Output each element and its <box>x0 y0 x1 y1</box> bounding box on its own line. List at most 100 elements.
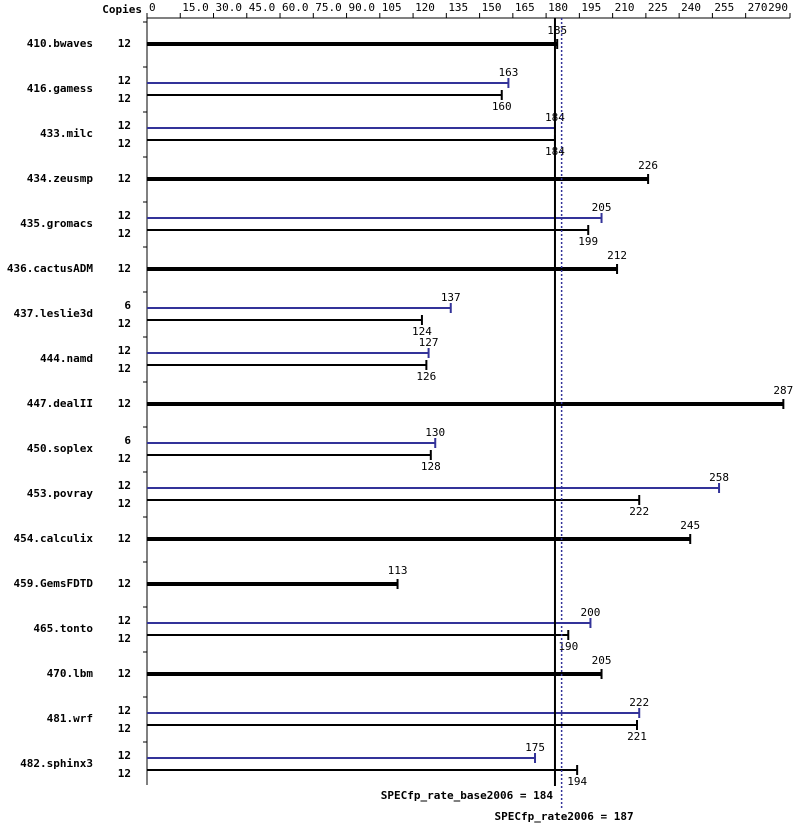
benchmark-name: 482.sphinx3 <box>20 757 93 770</box>
value-label: 226 <box>638 159 658 172</box>
peak-bar <box>147 442 436 444</box>
value-label: 287 <box>773 384 793 397</box>
x-tick-label: 105 <box>382 1 402 14</box>
base-bar <box>147 364 427 366</box>
peak-value-label: 137 <box>441 291 461 304</box>
base-copies-label: 12 <box>118 317 131 330</box>
base-copies-label: 12 <box>118 632 131 645</box>
value-label: 212 <box>607 249 627 262</box>
x-tick-label: 180 <box>548 1 568 14</box>
peak-copies-label: 12 <box>118 749 131 762</box>
x-tick-label: 165 <box>515 1 535 14</box>
base-bar <box>147 582 398 586</box>
peak-copies-label: 12 <box>118 614 131 627</box>
peak-bar <box>147 127 555 129</box>
benchmark-name: 436.cactusADM <box>7 262 93 275</box>
benchmark-name: 444.namd <box>40 352 93 365</box>
peak-copies-label: 12 <box>118 479 131 492</box>
benchmark-name: 450.soplex <box>27 442 94 455</box>
copies-label: 12 <box>118 397 131 410</box>
base-value-label: 128 <box>421 460 441 473</box>
benchmark-name: 437.leslie3d <box>14 307 93 320</box>
base-copies-label: 12 <box>118 452 131 465</box>
x-tick-label: 255 <box>714 1 734 14</box>
peak-bar <box>147 487 720 489</box>
peak-bar <box>147 757 536 759</box>
x-tick-label: 210 <box>615 1 635 14</box>
peak-value-label: 205 <box>592 201 612 214</box>
base-copies-label: 12 <box>118 227 131 240</box>
peak-copies-label: 12 <box>118 344 131 357</box>
x-tick-label: 135 <box>448 1 468 14</box>
benchmark-name: 416.gamess <box>27 82 93 95</box>
base-copies-label: 12 <box>118 497 131 510</box>
x-tick-label: 290 <box>768 1 788 14</box>
copies-label: 12 <box>118 172 131 185</box>
x-tick-label: 240 <box>681 1 701 14</box>
base-bar <box>147 42 558 46</box>
benchmark-name: 459.GemsFDTD <box>14 577 94 590</box>
x-tick-label: 150 <box>482 1 502 14</box>
peak-bar <box>147 217 602 219</box>
peak-copies-label: 6 <box>124 299 131 312</box>
x-tick-label: 120 <box>415 1 435 14</box>
value-label: 245 <box>680 519 700 532</box>
x-tick-label: 30.0 <box>216 1 243 14</box>
base-bar <box>147 402 784 406</box>
peak-bar <box>147 352 429 354</box>
base-bar <box>147 94 502 96</box>
x-tick-label: 75.0 <box>315 1 342 14</box>
benchmark-name: 481.wrf <box>47 712 93 725</box>
x-tick-label: 195 <box>581 1 601 14</box>
base-value-label: 222 <box>629 505 649 518</box>
base-value-label: 126 <box>416 370 436 383</box>
peak-bar <box>147 82 509 84</box>
x-tick-label: 45.0 <box>249 1 276 14</box>
x-tick-label: 0 <box>149 1 156 14</box>
peak-copies-label: 12 <box>118 209 131 222</box>
peak-value-label: 163 <box>498 66 518 79</box>
peak-copies-label: 12 <box>118 704 131 717</box>
copies-label: 12 <box>118 37 131 50</box>
benchmark-name: 410.bwaves <box>27 37 93 50</box>
x-tick-label: 15.0 <box>182 1 209 14</box>
x-tick-label: 90.0 <box>349 1 376 14</box>
peak-value-label: 175 <box>525 741 545 754</box>
benchmark-name: 454.calculix <box>14 532 94 545</box>
base-value-label: 190 <box>558 640 578 653</box>
copies-header: Copies <box>102 3 142 16</box>
base-bar <box>147 724 638 726</box>
base-bar <box>147 537 691 541</box>
base-value-label: 221 <box>627 730 647 743</box>
benchmark-name: 434.zeusmp <box>27 172 94 185</box>
base-bar <box>147 139 555 141</box>
peak-copies-label: 12 <box>118 119 131 132</box>
reference-label: SPECfp_rate_base2006 = 184 <box>381 789 554 802</box>
benchmark-name: 447.dealII <box>27 397 93 410</box>
peak-value-label: 258 <box>709 471 729 484</box>
base-bar <box>147 229 589 231</box>
base-bar <box>147 177 649 181</box>
benchmark-name: 453.povray <box>27 487 94 500</box>
copies-label: 12 <box>118 577 131 590</box>
base-value-label: 124 <box>412 325 432 338</box>
base-bar <box>147 267 618 271</box>
benchmark-name: 433.milc <box>40 127 93 140</box>
value-label: 185 <box>547 24 567 37</box>
copies-label: 12 <box>118 667 131 680</box>
base-value-label: 160 <box>492 100 512 113</box>
peak-value-label: 222 <box>629 696 649 709</box>
reference-label: SPECfp_rate2006 = 187 <box>495 810 634 823</box>
peak-value-label: 200 <box>581 606 601 619</box>
base-copies-label: 12 <box>118 722 131 735</box>
x-tick-label: 225 <box>648 1 668 14</box>
copies-label: 12 <box>118 532 131 545</box>
benchmark-name: 435.gromacs <box>20 217 93 230</box>
peak-bar <box>147 712 640 714</box>
base-copies-label: 12 <box>118 767 131 780</box>
base-copies-label: 12 <box>118 137 131 150</box>
value-label: 205 <box>592 654 612 667</box>
base-copies-label: 12 <box>118 92 131 105</box>
